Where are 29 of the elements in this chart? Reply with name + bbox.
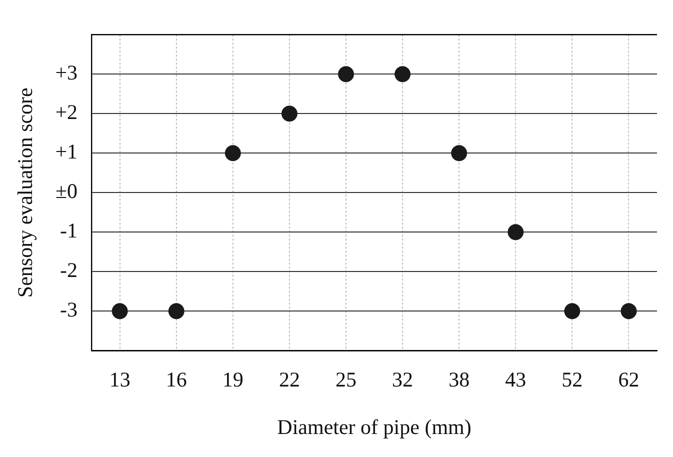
x-tick-label: 32 [392, 368, 414, 392]
x-tick-label: 62 [618, 368, 640, 392]
y-tick-label: ±0 [56, 179, 78, 204]
y-tick-label: +2 [55, 100, 78, 124]
x-tick-label: 22 [278, 368, 300, 392]
point [281, 106, 298, 122]
point [338, 66, 354, 82]
x-tick-label: 52 [562, 368, 583, 392]
point [224, 145, 241, 162]
point [451, 145, 468, 162]
x-tick-label: 38 [448, 368, 470, 392]
y-tick-label: -2 [60, 258, 78, 282]
x-axis-title: Diameter of pipe (mm) [277, 414, 472, 439]
y-tick-label: +3 [55, 60, 78, 85]
point [168, 303, 184, 320]
point [564, 303, 580, 320]
y-axis-title: Sensory evaluation score [13, 88, 38, 298]
y-tick-label: -1 [60, 218, 78, 243]
x-tick-label: 43 [505, 368, 526, 392]
point [112, 303, 128, 320]
x-tick-label: 16 [166, 368, 187, 392]
x-tick-label: 13 [109, 368, 130, 392]
point [394, 66, 411, 82]
point [620, 303, 637, 320]
y-tick-label: -3 [60, 298, 78, 322]
x-tick-label: 25 [336, 368, 356, 392]
point [508, 224, 524, 240]
x-tick-label: 19 [222, 368, 244, 392]
y-tick-label: +1 [55, 140, 78, 164]
